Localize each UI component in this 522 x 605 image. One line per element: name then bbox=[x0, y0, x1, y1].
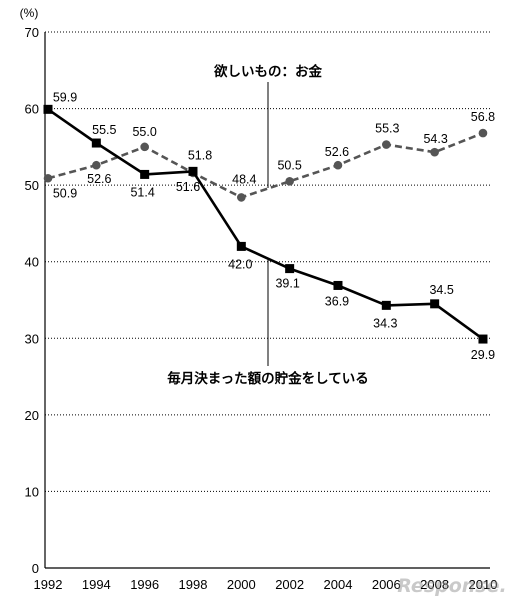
x-tick-label-2004: 2004 bbox=[324, 577, 353, 592]
y-tick-label-70: 70 bbox=[25, 25, 39, 40]
data-label-monthly-savings-2004: 36.9 bbox=[325, 294, 349, 308]
marker-money-wanted-1992 bbox=[43, 173, 53, 183]
y-tick-label-20: 20 bbox=[25, 408, 39, 423]
marker-money-wanted-2000 bbox=[237, 193, 246, 202]
y-tick-label-60: 60 bbox=[25, 102, 39, 117]
data-label-money-wanted-2008: 54.3 bbox=[423, 132, 447, 146]
marker-monthly-savings-2008 bbox=[430, 299, 440, 309]
marker-monthly-savings-1996 bbox=[140, 169, 150, 179]
y-tick-labels: 0 10 20 30 40 50 60 70 bbox=[25, 25, 39, 576]
data-label-money-wanted-1994: 52.6 bbox=[87, 172, 111, 186]
x-tick-label-2006: 2006 bbox=[372, 577, 401, 592]
data-label-money-wanted-2010: 56.8 bbox=[471, 110, 495, 124]
y-tick-label-40: 40 bbox=[25, 255, 39, 270]
x-tick-label-2000: 2000 bbox=[227, 577, 256, 592]
marker-monthly-savings-2002 bbox=[285, 264, 295, 274]
axes bbox=[44, 32, 490, 569]
marker-monthly-savings-2006 bbox=[381, 300, 391, 310]
x-tick-label-2008: 2008 bbox=[420, 577, 449, 592]
data-label-money-wanted-2000: 48.4 bbox=[232, 172, 256, 186]
watermark: Response. bbox=[397, 575, 506, 597]
data-label-money-wanted-1996: 55.0 bbox=[132, 125, 156, 139]
data-label-monthly-savings-2000: 42.0 bbox=[228, 257, 252, 271]
data-label-money-wanted-2002: 50.5 bbox=[277, 158, 301, 172]
x-tick-label-1994: 1994 bbox=[82, 577, 111, 592]
data-label-money-wanted-1992: 50.9 bbox=[53, 186, 77, 200]
marker-monthly-savings-2010 bbox=[478, 334, 488, 344]
callout-monthly-savings: 毎月決まった額の貯金をしている bbox=[167, 370, 369, 387]
marker-monthly-savings-1992 bbox=[43, 104, 53, 114]
x-tick-label-1996: 1996 bbox=[130, 577, 159, 592]
y-tick-label-10: 10 bbox=[25, 484, 39, 499]
marker-monthly-savings-2000 bbox=[236, 241, 246, 251]
data-label-monthly-savings-2008: 34.5 bbox=[429, 283, 453, 297]
marker-money-wanted-2006 bbox=[382, 140, 391, 149]
y-tick-label-0: 0 bbox=[32, 561, 39, 576]
callout-money-wanted: 欲しいもの：お金 bbox=[213, 63, 322, 80]
data-label-money-wanted-2004: 52.6 bbox=[325, 145, 349, 159]
data-label-monthly-savings-1998: 51.8 bbox=[188, 148, 212, 162]
data-label-monthly-savings-1996: 51.4 bbox=[130, 185, 154, 199]
marker-money-wanted-1994 bbox=[92, 160, 101, 170]
data-labels: 50.9 52.6 55.0 51.6 48.4 50.5 52.6 55.3 54.3 56.8… bbox=[53, 90, 495, 362]
data-label-monthly-savings-1992: 59.9 bbox=[53, 90, 77, 104]
x-tick-label-1998: 1998 bbox=[179, 577, 208, 592]
x-tick-label-1992: 1992 bbox=[34, 577, 63, 592]
marker-money-wanted-1996 bbox=[140, 142, 149, 152]
x-tick-label-2002: 2002 bbox=[275, 577, 304, 592]
marker-monthly-savings-2004 bbox=[333, 280, 343, 290]
data-label-monthly-savings-2006: 34.3 bbox=[373, 316, 397, 330]
data-label-money-wanted-2006: 55.3 bbox=[375, 122, 399, 136]
marker-money-wanted-2008 bbox=[430, 147, 439, 157]
x-tick-label-2010: 2010 bbox=[469, 577, 498, 592]
marker-money-wanted-2004 bbox=[333, 160, 343, 170]
data-label-monthly-savings-2010: 29.9 bbox=[471, 348, 495, 362]
marker-monthly-savings-1998 bbox=[188, 166, 198, 176]
y-tick-label-30: 30 bbox=[25, 331, 39, 346]
x-tick-labels: 1992 1994 1996 1998 2000 2002 2004 2006 2008 2010 bbox=[34, 577, 498, 592]
series-line-money-wanted bbox=[47, 131, 484, 199]
data-label-monthly-savings-1994: 55.5 bbox=[92, 123, 116, 137]
marker-monthly-savings-1994 bbox=[91, 138, 101, 148]
series-line-monthly-savings bbox=[47, 108, 484, 341]
series-plot bbox=[43, 104, 488, 344]
data-label-money-wanted-1998: 51.6 bbox=[176, 180, 200, 194]
y-tick-label-50: 50 bbox=[25, 178, 39, 193]
marker-money-wanted-2010 bbox=[478, 128, 488, 138]
marker-money-wanted-2002 bbox=[285, 177, 294, 186]
data-label-monthly-savings-2002: 39.1 bbox=[275, 277, 299, 291]
y-axis-unit-label: (%) bbox=[20, 6, 39, 20]
